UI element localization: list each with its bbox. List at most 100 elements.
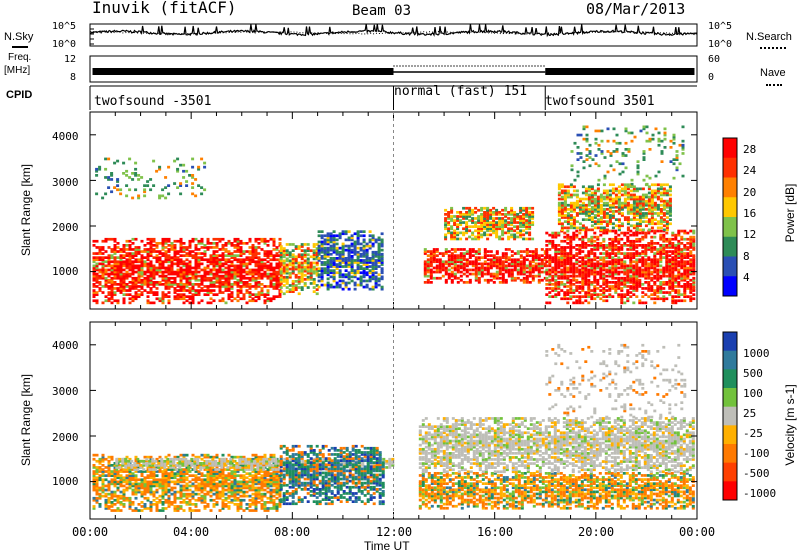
heatmap-cell	[131, 172, 135, 175]
heatmap-cell	[167, 301, 171, 305]
heatmap-cell	[615, 150, 619, 153]
heatmap-cell	[642, 127, 646, 131]
heatmap-cell	[647, 203, 651, 207]
heatmap-cell	[668, 203, 672, 207]
heatmap-cell	[164, 270, 168, 274]
heatmap-cell	[534, 258, 538, 262]
heatmap-cell	[179, 262, 183, 266]
heatmap-cell	[326, 246, 330, 250]
heatmap-cell	[519, 256, 523, 259]
heatmap-cell	[350, 244, 354, 248]
heatmap-cell	[599, 193, 603, 197]
heatmap-cell	[587, 193, 591, 197]
heatmap-cell	[614, 272, 618, 276]
heatmap-cell	[447, 229, 451, 233]
heatmap-cell	[656, 208, 660, 211]
heatmap-cell	[279, 273, 283, 277]
heatmap-cell	[110, 190, 114, 194]
heatmap-cell	[519, 272, 523, 276]
heatmap-cell	[597, 143, 601, 147]
heatmap-cell	[659, 254, 663, 257]
heatmap-cell	[486, 272, 490, 276]
heatmap-cell	[212, 237, 216, 241]
heatmap-cell	[647, 246, 651, 249]
heatmap-cell	[104, 250, 108, 253]
heatmap-cell	[645, 174, 649, 178]
heatmap-cell	[239, 287, 243, 290]
heatmap-cell	[315, 243, 319, 246]
heatmap-cell	[689, 258, 693, 262]
heatmap-cell	[560, 239, 564, 243]
heatmap-cell	[483, 217, 487, 220]
heatmap-cell	[194, 194, 198, 198]
heatmap-cell	[167, 254, 171, 257]
heatmap-cell	[525, 219, 529, 222]
heatmap-cell	[647, 289, 651, 292]
heatmap-cell	[618, 162, 622, 166]
heatmap-cell	[609, 164, 613, 168]
heatmap-cell	[641, 274, 645, 278]
heatmap-cell	[572, 264, 576, 268]
heatmap-cell	[492, 258, 496, 262]
heatmap-cell	[275, 278, 279, 282]
heatmap-cell	[680, 272, 684, 276]
heatmap-cell	[221, 256, 225, 259]
heatmap-cell	[128, 498, 132, 502]
heatmap-cell	[638, 208, 642, 211]
heatmap-cell	[495, 274, 499, 278]
heatmap-cell	[128, 244, 132, 247]
heatmap-cell	[641, 214, 645, 217]
heatmap-cell	[218, 266, 222, 270]
heatmap-cell	[548, 242, 552, 245]
heatmap-cell	[285, 271, 289, 275]
heatmap-cell	[122, 301, 126, 305]
heatmap-cell	[689, 239, 693, 243]
heatmap-cell	[272, 285, 276, 288]
heatmap-cell	[306, 271, 310, 275]
heatmap-cell	[602, 266, 606, 270]
heatmap-cell	[116, 264, 120, 268]
heatmap-cell	[356, 265, 360, 268]
heatmap-cell	[489, 217, 493, 220]
heatmap-cell	[233, 256, 237, 259]
heatmap-cell	[350, 267, 354, 270]
heatmap-cell	[306, 243, 310, 246]
heatmap-cell	[566, 301, 570, 305]
heatmap-cell	[209, 270, 213, 274]
heatmap-cell	[338, 273, 342, 277]
heatmap-cell	[581, 256, 585, 259]
heatmap-cell	[522, 233, 526, 237]
heatmap-cell	[101, 246, 105, 249]
heatmap-cell	[447, 260, 451, 264]
heatmap-cell	[602, 274, 606, 278]
heatmap-cell	[665, 297, 669, 301]
heatmap-cell	[522, 213, 526, 216]
heatmap-cell	[525, 264, 529, 268]
heatmap-cell	[272, 266, 276, 270]
heatmap-cell	[435, 260, 439, 264]
heatmap-cell	[630, 139, 634, 143]
heatmap-cell	[459, 264, 463, 268]
heatmap-cell	[368, 238, 372, 242]
heatmap-cell	[581, 268, 585, 272]
heatmap-cell	[140, 501, 144, 504]
heatmap-cell	[662, 281, 666, 284]
heatmap-cell	[531, 270, 535, 274]
heatmap-cell	[545, 287, 549, 290]
heatmap-cell	[368, 240, 372, 244]
heatmap-cell	[563, 295, 567, 298]
heatmap-cell	[248, 268, 252, 272]
heatmap-cell	[447, 231, 451, 235]
heatmap-cell	[137, 276, 141, 280]
heatmap-cell	[611, 203, 615, 207]
heatmap-cell	[498, 260, 502, 264]
heatmap-cell	[680, 248, 684, 251]
heatmap-cell	[575, 258, 579, 262]
heatmap-cell	[629, 276, 633, 280]
heatmap-cell	[465, 237, 469, 241]
heatmap-cell	[584, 260, 588, 264]
heatmap-cell	[191, 182, 195, 185]
heatmap-cell	[444, 266, 448, 270]
heatmap-cell	[101, 291, 105, 294]
heatmap-cell	[566, 214, 570, 217]
